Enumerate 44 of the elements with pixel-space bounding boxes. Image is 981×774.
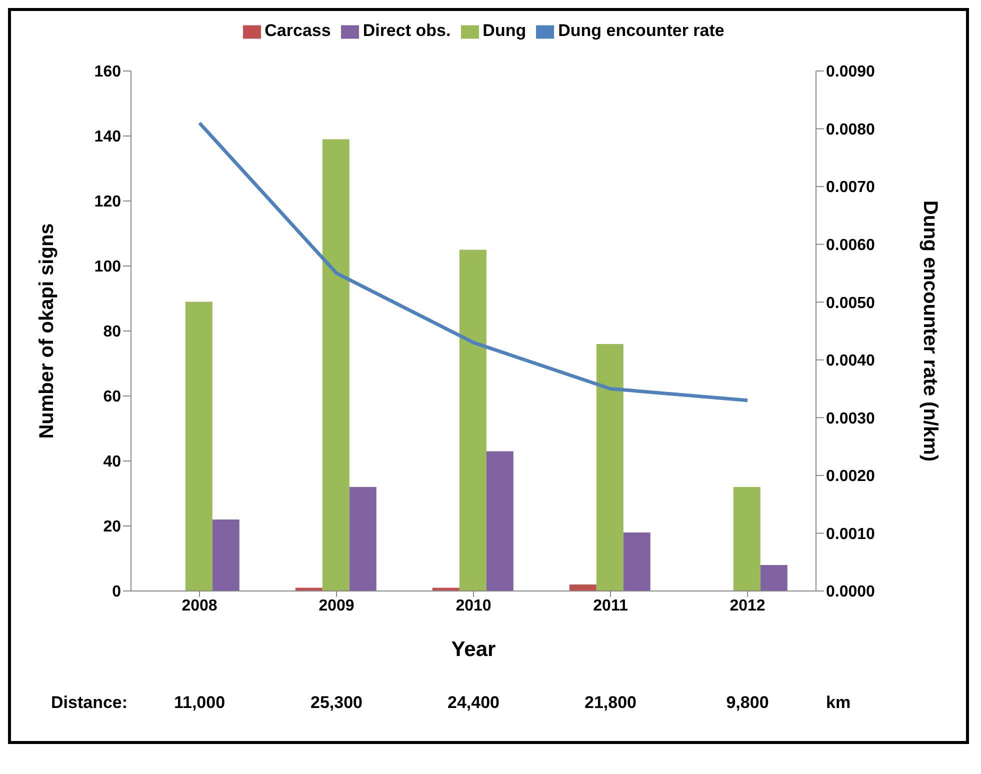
y2-tick-label: 0.0090	[826, 64, 876, 81]
y2-tick-label: 0.0060	[826, 237, 876, 254]
bar	[733, 487, 760, 591]
y-tick-label: 20	[103, 518, 122, 536]
bar	[185, 302, 212, 591]
y-tick-label: 80	[103, 324, 122, 341]
y2-tick-label: 0.0040	[826, 352, 876, 370]
x-tick-label: 2012	[730, 597, 766, 614]
x-tick-label: 2008	[182, 597, 218, 614]
y-tick-label: 40	[103, 454, 122, 471]
y2-tick-label: 0.0030	[826, 410, 876, 428]
y-tick-label: 160	[94, 64, 122, 81]
bar	[212, 520, 240, 591]
bar	[349, 487, 376, 591]
y2-axis-title: Dung encounter rate (n/km)	[918, 200, 941, 462]
legend-label: Carcass	[264, 21, 331, 40]
x-tick-label: 2009	[318, 597, 354, 614]
bar	[596, 344, 624, 591]
y2-tick-label: 0.0080	[826, 121, 876, 138]
bar	[322, 139, 350, 591]
y-tick-label: 120	[94, 194, 122, 211]
x-tick-label: 2011	[593, 597, 628, 614]
legend-label: Dung encounter rate	[558, 21, 724, 40]
y-tick-label: 0	[112, 584, 122, 601]
legend-label: Dung	[482, 21, 526, 40]
y2-tick-label: 0.0010	[826, 526, 876, 543]
x-tick-label: 2010	[456, 597, 492, 614]
y-axis-title: Number of okapi signs	[36, 223, 58, 439]
bar	[623, 532, 650, 591]
y2-tick-label: 0.0050	[826, 294, 876, 312]
y2-tick-label: 0.0070	[826, 179, 876, 196]
x-axis-title: Year	[451, 638, 496, 661]
y-tick-label: 100	[94, 258, 122, 276]
bar	[569, 584, 596, 591]
line-series	[198, 121, 750, 402]
distance-row-text: Distance: 11,000 25,300 24,400 21,800 9,800 km	[50, 692, 852, 714]
y-tick-label: 140	[94, 128, 122, 146]
y2-tick-label: 0.0020	[826, 468, 876, 486]
bar	[486, 451, 514, 591]
legend-label: Direct obs.	[362, 21, 451, 40]
bar	[459, 250, 486, 591]
bar	[760, 565, 788, 591]
y-tick-label: 60	[103, 388, 122, 406]
y2-tick-label: 0.0000	[826, 584, 876, 601]
